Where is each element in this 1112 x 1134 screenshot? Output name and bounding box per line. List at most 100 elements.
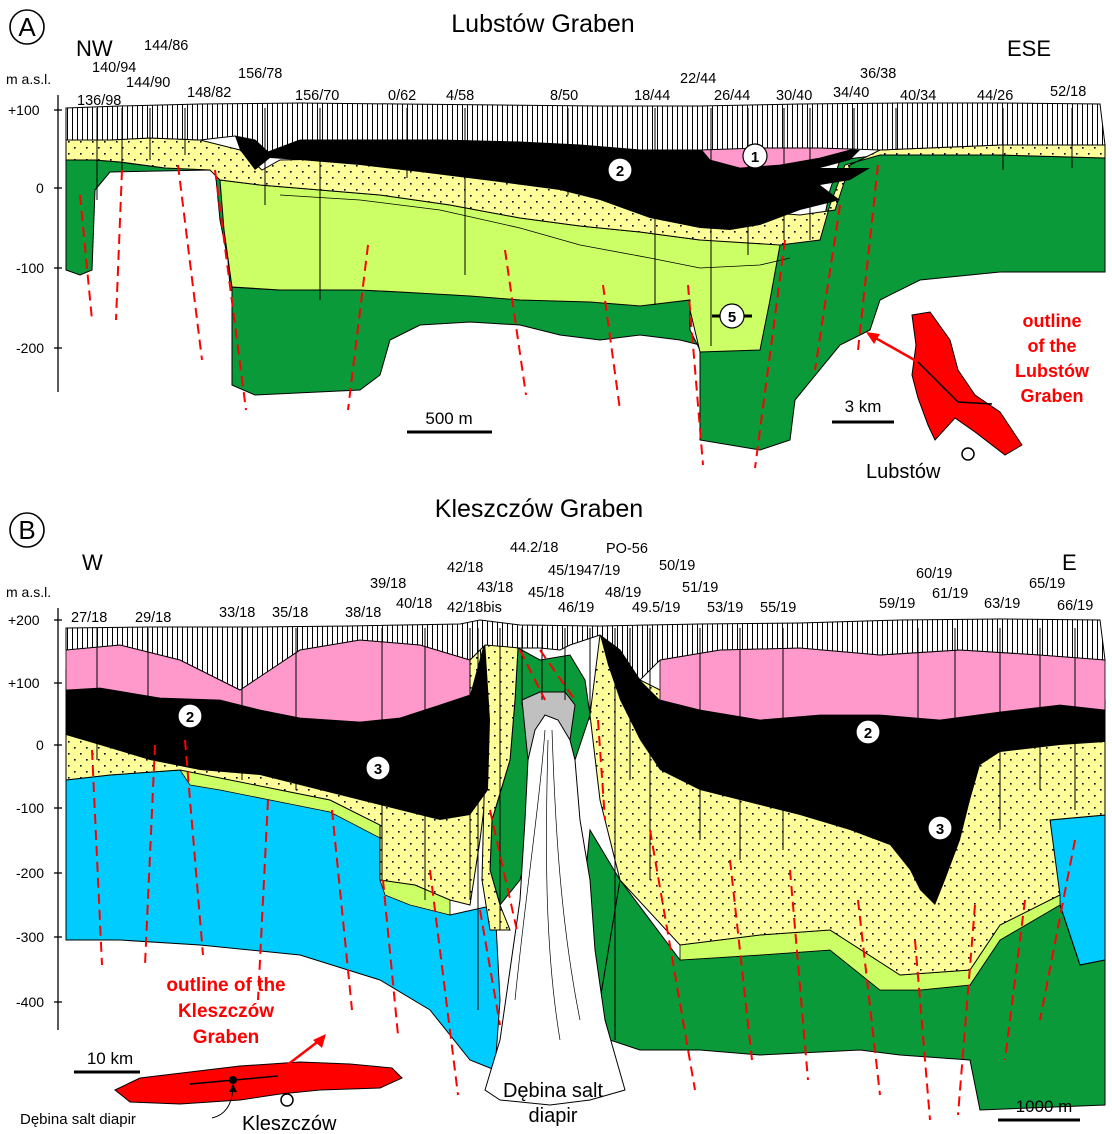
panel-b-tick-label: +200 <box>8 612 40 628</box>
panel-b-tick-label: -300 <box>16 929 44 945</box>
panel-a-overburden <box>65 102 1106 153</box>
well-label: 36/38 <box>860 66 896 82</box>
panel-a-section-line <box>957 401 993 405</box>
well-label: 0/62 <box>388 88 416 104</box>
panel-a-y-ticks <box>54 109 62 349</box>
panel-a-marker-circle <box>742 143 768 169</box>
well-label: 40/34 <box>900 88 936 104</box>
panel-a-direction-right: ESE <box>1007 36 1051 61</box>
panel-b-marker: 3 <box>374 761 382 778</box>
panel-b-diapir-internal-lines <box>514 729 581 1041</box>
panel-a-graben-outline <box>911 311 1023 456</box>
panel-b-fault-lines <box>91 649 1076 1121</box>
outline-label-line: outline <box>1023 311 1082 331</box>
well-label: 50/19 <box>659 558 695 574</box>
well-label: 45/19 <box>548 563 584 579</box>
outline-label-line: Kleszczów <box>178 1001 274 1022</box>
panel-a-marker: 1 <box>751 149 759 166</box>
panel-b-diapir-label: Dębina salt <box>503 1080 604 1102</box>
well-label: 34/40 <box>833 85 869 101</box>
well-label: 66/19 <box>1057 598 1093 614</box>
panel-b-tick-label: -100 <box>16 800 44 816</box>
well-label: 35/18 <box>272 605 308 621</box>
panel-a-tick-label: +100 <box>8 102 40 118</box>
panel-b-section: B Kleszczów Graben W E m a.s.l. +200 +10… <box>6 495 1106 1134</box>
well-label: 45/18 <box>528 585 564 601</box>
well-label: 52/18 <box>1050 84 1086 100</box>
panel-a-town-label: Lubstów <box>866 461 941 483</box>
panel-a-unit: m a.s.l. <box>6 71 51 87</box>
well-label: 26/44 <box>714 88 750 104</box>
well-label: 65/19 <box>1029 576 1065 592</box>
panel-b-lignite-seam-right <box>600 635 1105 905</box>
panel-b-town-label: Kleszczów <box>242 1113 337 1134</box>
panel-a-outline-label: outline of the Lubstów Graben <box>1015 311 1090 406</box>
panel-a-section-line <box>917 361 959 403</box>
panel-a-letter: A <box>18 12 36 42</box>
well-label: 39/18 <box>370 576 406 592</box>
well-label: 8/50 <box>550 88 578 104</box>
panel-a-scale-label: 500 m <box>425 409 472 428</box>
well-label: 33/18 <box>219 605 255 621</box>
panel-b-outline-label: outline of the Kleszczów Graben <box>166 975 285 1048</box>
well-label: 60/19 <box>916 566 952 582</box>
panel-a-well-labels: 136/98 140/94 144/86 144/90 148/82 156/7… <box>77 38 1086 109</box>
panel-b-arrow-head <box>313 1034 326 1048</box>
panel-b-salt-diapir <box>484 699 626 1106</box>
outline-label-line: Graben <box>1020 386 1083 406</box>
outline-label-line: of the <box>1028 336 1077 356</box>
well-label: 46/19 <box>558 600 594 616</box>
panel-b-marker: 2 <box>864 725 872 742</box>
panel-b-marker-circle <box>927 815 953 841</box>
panel-a-marker-circle <box>607 157 633 183</box>
panel-b-inset-scale-label: 10 km <box>87 1049 133 1068</box>
well-label: 38/18 <box>345 605 381 621</box>
well-label: 61/19 <box>932 586 968 602</box>
well-label: 49.5/19 <box>632 600 680 616</box>
well-label: 148/82 <box>187 85 231 101</box>
panel-a-arrow-head <box>866 332 880 344</box>
panel-b-inset-diapir-label: Dębina salt diapir <box>20 1111 136 1128</box>
panel-a-town-marker <box>961 447 975 461</box>
panel-b-tick-label: +100 <box>8 675 40 691</box>
panel-a-marker: 5 <box>728 309 736 326</box>
well-label: 42/18bis <box>447 600 502 616</box>
well-label: 55/19 <box>760 600 796 616</box>
well-label: 42/18 <box>447 560 483 576</box>
well-label: 51/19 <box>682 580 718 596</box>
well-label: 53/19 <box>707 600 743 616</box>
panel-b-diapir-pointer-head <box>229 1084 237 1092</box>
well-label: 144/86 <box>144 38 188 54</box>
panel-b-direction-left: W <box>82 550 103 575</box>
outline-label-line: outline of the <box>166 975 285 996</box>
well-label: 44/26 <box>977 88 1013 104</box>
panel-b-overburden <box>65 618 1106 691</box>
well-label: 156/70 <box>295 88 339 104</box>
panel-b-marker: 3 <box>936 821 944 838</box>
panel-b-diapir-label: diapir <box>529 1105 578 1127</box>
panel-b-marker: 2 <box>186 709 194 726</box>
panel-a-direction-left: NW <box>76 36 113 61</box>
panel-a-section: A Lubstów Graben NW ESE m a.s.l. +100 0 … <box>6 9 1106 483</box>
panel-b-salt-cap <box>521 691 576 761</box>
panel-b-tick-label: -400 <box>16 994 44 1010</box>
panel-a-well-lines <box>96 108 1073 346</box>
well-label: 43/18 <box>477 580 513 596</box>
well-label: 59/19 <box>879 596 915 612</box>
panel-a-title: Lubstów Graben <box>451 10 634 38</box>
well-label: 18/44 <box>634 88 670 104</box>
well-label: 27/18 <box>71 610 107 626</box>
panel-a-tick-label: -100 <box>16 260 44 276</box>
well-label: 4/58 <box>446 88 474 104</box>
panel-b-marker-circle <box>855 719 881 745</box>
panel-b-tick-label: 0 <box>36 737 44 753</box>
panel-b-pointer-arrow <box>277 1039 321 1073</box>
panel-b-y-ticks <box>54 619 62 1003</box>
well-label: 48/19 <box>605 585 641 601</box>
panel-b-scale-label: 1000 m <box>1016 1097 1073 1116</box>
panel-b-letter: B <box>18 515 35 545</box>
panel-b-direction-right: E <box>1062 550 1077 575</box>
outline-label-line: Graben <box>193 1027 260 1048</box>
well-label: 22/44 <box>680 71 716 87</box>
